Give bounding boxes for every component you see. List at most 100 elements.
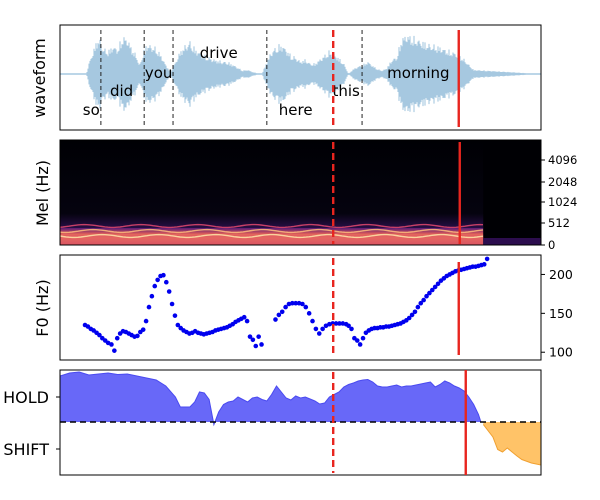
mel-ytick-4096: 4096 — [548, 153, 577, 167]
f0-point — [415, 304, 421, 310]
word-label-you: you — [145, 64, 173, 82]
f0-point — [97, 332, 102, 338]
mel-ytick-512: 512 — [548, 216, 570, 230]
waveform-trace — [60, 35, 541, 113]
waveform-plot-area — [60, 30, 541, 127]
turn-ytick-SHIFT: SHIFT — [3, 440, 49, 459]
f0-point — [409, 312, 415, 318]
word-label-drive: drive — [200, 44, 238, 62]
f0-point — [109, 342, 114, 347]
f0-ytick-200: 200 — [549, 267, 573, 282]
mel-silence — [483, 140, 541, 245]
turn-taking-panel: HOLD SHIFT — [3, 369, 542, 476]
time-markers — [332, 30, 467, 475]
f0-point — [259, 342, 264, 347]
shift-area — [483, 422, 541, 465]
f0-yticks: 100 150 200 — [541, 267, 573, 360]
f0-point — [256, 334, 261, 339]
mel-silence-floor — [483, 238, 541, 245]
f0-point — [279, 309, 285, 315]
f0-ytick-150: 150 — [549, 306, 573, 321]
mel-spectrogram-image — [59, 140, 541, 245]
mel-ylabel: Mel (Hz) — [33, 160, 52, 226]
f0-point — [337, 321, 342, 326]
f0-point — [293, 300, 298, 306]
f0-point — [143, 318, 149, 324]
f0-point — [276, 312, 282, 318]
f0-panel: 100 150 200 F0 (Hz) — [33, 254, 573, 361]
f0-point — [357, 342, 363, 347]
f0-point — [412, 309, 418, 315]
f0-point — [135, 333, 140, 339]
turn-taking-yticks: HOLD SHIFT — [3, 388, 60, 459]
mel-ytick-1024: 1024 — [548, 195, 577, 209]
f0-point — [112, 348, 117, 353]
f0-point — [155, 277, 160, 283]
f0-point — [166, 289, 172, 294]
f0-point — [290, 300, 295, 306]
f0-frame — [59, 254, 542, 361]
f0-point — [114, 335, 120, 341]
mel-ytick-0: 0 — [548, 238, 555, 252]
word-label-so: so — [83, 101, 100, 119]
turn-taking-plot-area — [60, 371, 541, 466]
f0-point — [427, 290, 432, 296]
f0-point — [253, 343, 259, 349]
mel-low-band — [60, 235, 484, 245]
f0-point — [283, 304, 288, 310]
mel-harmonic-2 — [59, 223, 484, 229]
f0-point — [250, 337, 256, 343]
turn-taking-frame — [59, 369, 542, 476]
f0-point — [406, 315, 412, 321]
f0-point — [247, 334, 253, 339]
f0-point — [432, 284, 438, 290]
turn-ytick-HOLD: HOLD — [3, 388, 49, 407]
mel-yticks: 0 512 1024 2048 4096 — [541, 153, 577, 252]
mel-frame — [59, 139, 542, 246]
word-label-this: this — [333, 82, 361, 100]
f0-point — [244, 318, 250, 324]
f0-point — [481, 262, 487, 267]
f0-point — [316, 331, 322, 336]
word-label-morning: morning — [387, 64, 449, 82]
mel-spectrogram-panel: 0 512 1024 2048 4096 Mel (Hz) — [33, 139, 577, 252]
f0-point — [241, 314, 247, 320]
mel-harmonic-0 — [59, 233, 484, 239]
f0-point — [424, 293, 429, 299]
f0-point — [354, 338, 360, 343]
f0-point — [310, 318, 315, 324]
f0-point — [306, 311, 312, 316]
hold-edge — [60, 371, 482, 427]
f0-point — [273, 317, 278, 322]
waveform-ylabel: waveform — [30, 38, 49, 118]
f0-point — [435, 281, 441, 287]
f0-point — [346, 323, 351, 329]
word-label-did: did — [110, 82, 133, 100]
f0-point — [320, 326, 325, 332]
f0-point — [421, 297, 426, 303]
f0-point — [175, 322, 181, 328]
f0-point — [484, 256, 490, 262]
f0-point — [303, 304, 309, 310]
f0-ylabel: F0 (Hz) — [33, 279, 52, 336]
f0-point — [149, 293, 155, 299]
f0-point — [333, 321, 339, 326]
f0-plot-area — [82, 256, 490, 353]
shift-edge — [482, 424, 541, 466]
hold-area — [60, 372, 481, 425]
f0-point — [161, 272, 166, 278]
word-label-here: here — [279, 101, 313, 119]
f0-point — [172, 313, 178, 318]
mel-ytick-2048: 2048 — [548, 175, 577, 189]
f0-point — [164, 279, 169, 285]
f0-point — [313, 326, 319, 332]
mel-harmonic-1 — [59, 228, 484, 234]
f0-ytick-100: 100 — [549, 345, 573, 360]
f0-point — [140, 327, 146, 332]
f0-point — [300, 301, 305, 307]
f0-point — [169, 301, 175, 307]
f0-point — [152, 283, 158, 289]
